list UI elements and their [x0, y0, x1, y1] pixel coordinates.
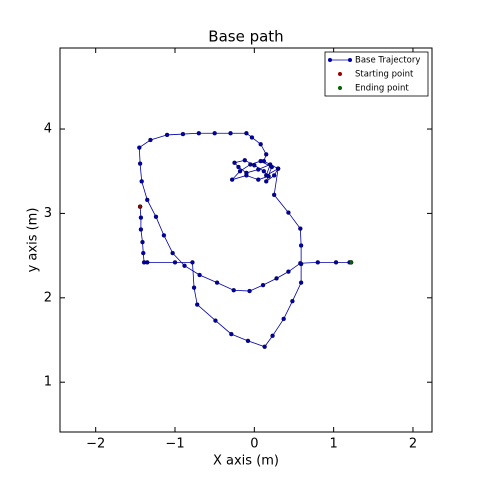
chart-title: Base path — [208, 28, 283, 46]
trajectory-point — [229, 177, 235, 182]
y-tick-label: 3 — [44, 206, 52, 221]
trajectory-point — [264, 152, 269, 157]
trajectory-line — [138, 132, 352, 348]
legend-box — [324, 51, 429, 97]
legend-label: Base Trajectory — [355, 56, 420, 66]
trajectory-point — [256, 177, 261, 182]
trajectory-point — [281, 316, 286, 322]
x-tick-label: −1 — [165, 437, 184, 452]
y-tick-label: 2 — [44, 290, 52, 305]
trajectory-point — [145, 260, 150, 265]
trajectory-point — [315, 260, 320, 265]
trajectory-point — [231, 288, 236, 293]
trajectory-point — [249, 135, 255, 140]
trajectory-point — [286, 269, 291, 274]
trajectory-point — [298, 261, 303, 266]
trajectory-point — [145, 197, 150, 203]
trajectory-point — [172, 260, 178, 265]
trajectory-point — [290, 299, 295, 304]
trajectory-point — [333, 260, 339, 265]
trajectory-point — [248, 162, 253, 167]
x-axis-label: X axis (m) — [213, 454, 279, 469]
legend-label: Ending point — [355, 84, 409, 94]
trajectory-point — [247, 288, 252, 294]
y-tick-label: 4 — [44, 122, 52, 137]
x-tick-label: −2 — [86, 437, 105, 452]
trajectory-point — [242, 158, 247, 163]
trajectory-point — [213, 318, 218, 323]
trajectory-point — [261, 158, 266, 164]
trajectory-point — [256, 167, 261, 172]
trajectory-point — [141, 250, 146, 256]
legend-marker — [328, 58, 332, 62]
trajectory-point — [139, 179, 144, 184]
trajectory-point — [190, 260, 195, 265]
trajectory-point — [264, 179, 269, 184]
trajectory-point — [269, 164, 274, 170]
legend-marker — [338, 86, 342, 90]
trajectory-point — [298, 280, 304, 285]
trajectory-point — [270, 333, 275, 338]
trajectory-point — [197, 272, 202, 278]
trajectory-point — [274, 276, 279, 281]
trajectory-point — [195, 302, 200, 307]
x-tick-label: 0 — [250, 437, 258, 452]
trajectory-point — [286, 210, 291, 215]
trajectory-point — [212, 131, 217, 136]
trajectory-point — [244, 173, 249, 178]
trajectory-point — [272, 192, 277, 197]
trajectory-point — [260, 283, 266, 288]
trajectory-point — [138, 227, 144, 232]
point — [348, 260, 354, 265]
trajectory-point — [137, 145, 142, 150]
trajectory-point — [252, 163, 257, 168]
trajectory-point — [298, 243, 304, 248]
legend-marker — [348, 58, 352, 62]
legend-marker — [338, 72, 342, 76]
trajectory-point — [164, 132, 170, 138]
trajectory-point — [244, 131, 249, 136]
legend-label: Starting point — [355, 70, 414, 80]
trajectory-point — [140, 239, 145, 245]
trajectory-point — [275, 166, 281, 171]
trajectory-point — [298, 226, 303, 231]
trajectory-point — [232, 160, 237, 165]
y-tick-label: 1 — [44, 375, 52, 390]
trajectory-point — [191, 285, 197, 290]
trajectory-point — [214, 280, 220, 285]
trajectory-point — [236, 164, 241, 170]
trajectory-point — [138, 215, 144, 220]
trajectory-point — [228, 131, 233, 136]
trajectory-point — [237, 169, 243, 174]
trajectory-point — [266, 174, 271, 179]
trajectory-point — [245, 338, 251, 344]
trajectory-point — [153, 214, 159, 219]
x-tick-label: 2 — [409, 437, 417, 452]
point — [137, 204, 143, 209]
plot-frame — [59, 47, 433, 433]
y-axis-label: y axis (m) — [26, 208, 41, 273]
x-tick-label: 1 — [330, 437, 338, 452]
trajectory-point — [229, 331, 234, 337]
trajectory-point — [161, 233, 167, 238]
trajectory-point — [182, 263, 187, 268]
trajectory-point — [180, 131, 186, 137]
trajectory-point — [148, 137, 153, 143]
trajectory-point — [261, 169, 266, 174]
trajectory-point — [272, 173, 277, 178]
trajectory-point — [137, 161, 143, 166]
trajectory-point — [258, 142, 263, 147]
trajectory-point — [170, 250, 175, 256]
trajectory-point — [262, 344, 267, 349]
trajectory-point — [196, 131, 201, 136]
